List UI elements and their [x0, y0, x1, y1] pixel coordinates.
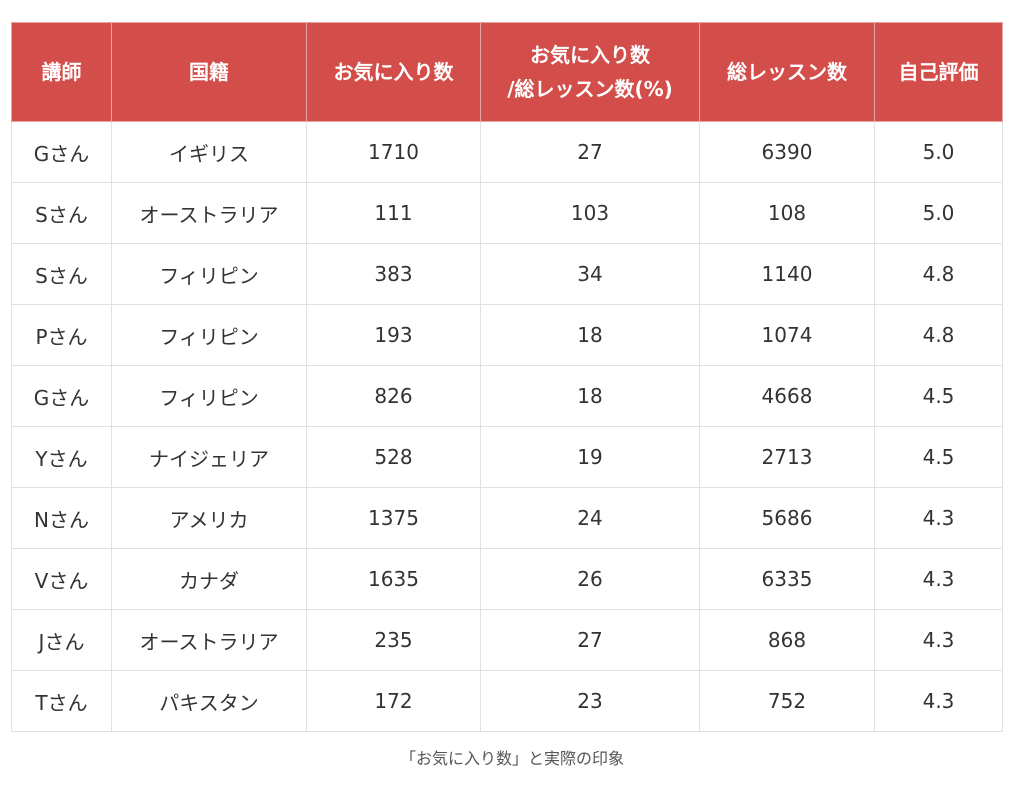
table-row: Nさん アメリカ 1375 24 5686 4.3 [11, 487, 1003, 549]
cell-self-rating: 5.0 [874, 121, 1003, 183]
cell-total-lessons: 868 [699, 609, 875, 671]
cell-favorites: 193 [306, 304, 481, 366]
cell-favorites: 528 [306, 426, 481, 488]
cell-nationality: ナイジェリア [111, 426, 307, 488]
cell-teacher: Yさん [11, 426, 112, 488]
cell-self-rating: 4.3 [874, 609, 1003, 671]
cell-favorites: 383 [306, 243, 481, 305]
cell-favorites-ratio: 18 [480, 365, 700, 427]
cell-teacher: Tさん [11, 670, 112, 732]
cell-total-lessons: 5686 [699, 487, 875, 549]
cell-total-lessons: 752 [699, 670, 875, 732]
table-row: Gさん イギリス 1710 27 6390 5.0 [11, 121, 1003, 183]
cell-nationality: オーストラリア [111, 609, 307, 671]
cell-favorites: 826 [306, 365, 481, 427]
cell-total-lessons: 4668 [699, 365, 875, 427]
cell-nationality: パキスタン [111, 670, 307, 732]
cell-total-lessons: 108 [699, 182, 875, 244]
cell-teacher: Gさん [11, 365, 112, 427]
cell-favorites-ratio: 27 [480, 121, 700, 183]
cell-self-rating: 4.5 [874, 365, 1003, 427]
cell-favorites-ratio: 27 [480, 609, 700, 671]
cell-total-lessons: 6335 [699, 548, 875, 610]
cell-self-rating: 4.8 [874, 304, 1003, 366]
table-header-row: 講師 国籍 お気に入り数 お気に入り数 /総レッスン数(%) 総レッスン数 自己… [11, 22, 1003, 122]
cell-favorites: 111 [306, 182, 481, 244]
header-favorites-ratio: お気に入り数 /総レッスン数(%) [480, 22, 700, 122]
header-teacher: 講師 [11, 22, 112, 122]
header-nationality: 国籍 [111, 22, 307, 122]
cell-favorites: 235 [306, 609, 481, 671]
cell-total-lessons: 2713 [699, 426, 875, 488]
cell-favorites-ratio: 26 [480, 548, 700, 610]
cell-favorites: 1375 [306, 487, 481, 549]
cell-favorites-ratio: 24 [480, 487, 700, 549]
header-total-lessons: 総レッスン数 [699, 22, 875, 122]
cell-favorites-ratio: 34 [480, 243, 700, 305]
cell-teacher: Jさん [11, 609, 112, 671]
cell-nationality: オーストラリア [111, 182, 307, 244]
cell-favorites-ratio: 18 [480, 304, 700, 366]
cell-favorites-ratio: 19 [480, 426, 700, 488]
table-row: Sさん フィリピン 383 34 1140 4.8 [11, 243, 1003, 305]
cell-nationality: フィリピン [111, 304, 307, 366]
cell-self-rating: 4.3 [874, 548, 1003, 610]
cell-self-rating: 4.3 [874, 487, 1003, 549]
table-row: Yさん ナイジェリア 528 19 2713 4.5 [11, 426, 1003, 488]
cell-self-rating: 5.0 [874, 182, 1003, 244]
cell-nationality: イギリス [111, 121, 307, 183]
cell-teacher: Vさん [11, 548, 112, 610]
header-self-rating: 自己評価 [874, 22, 1003, 122]
cell-teacher: Sさん [11, 182, 112, 244]
cell-favorites: 1710 [306, 121, 481, 183]
cell-teacher: Nさん [11, 487, 112, 549]
cell-favorites: 172 [306, 670, 481, 732]
cell-nationality: フィリピン [111, 243, 307, 305]
cell-nationality: フィリピン [111, 365, 307, 427]
cell-teacher: Gさん [11, 121, 112, 183]
cell-teacher: Sさん [11, 243, 112, 305]
teacher-comparison-table: 講師 国籍 お気に入り数 お気に入り数 /総レッスン数(%) 総レッスン数 自己… [11, 22, 1003, 732]
table-row: Sさん オーストラリア 111 103 108 5.0 [11, 182, 1003, 244]
cell-nationality: カナダ [111, 548, 307, 610]
teacher-comparison-table-container: 講師 国籍 お気に入り数 お気に入り数 /総レッスン数(%) 総レッスン数 自己… [11, 22, 1003, 732]
cell-favorites: 1635 [306, 548, 481, 610]
cell-teacher: Pさん [11, 304, 112, 366]
cell-favorites-ratio: 103 [480, 182, 700, 244]
table-caption: 「お気に入り数」と実際の印象 [399, 749, 624, 768]
cell-favorites-ratio: 23 [480, 670, 700, 732]
table-row: Jさん オーストラリア 235 27 868 4.3 [11, 609, 1003, 671]
cell-total-lessons: 1140 [699, 243, 875, 305]
cell-total-lessons: 6390 [699, 121, 875, 183]
table-row: Tさん パキスタン 172 23 752 4.3 [11, 670, 1003, 732]
header-favorites: お気に入り数 [306, 22, 481, 122]
table-row: Pさん フィリピン 193 18 1074 4.8 [11, 304, 1003, 366]
cell-self-rating: 4.8 [874, 243, 1003, 305]
cell-self-rating: 4.3 [874, 670, 1003, 732]
cell-total-lessons: 1074 [699, 304, 875, 366]
cell-self-rating: 4.5 [874, 426, 1003, 488]
cell-nationality: アメリカ [111, 487, 307, 549]
table-row: Gさん フィリピン 826 18 4668 4.5 [11, 365, 1003, 427]
table-row: Vさん カナダ 1635 26 6335 4.3 [11, 548, 1003, 610]
